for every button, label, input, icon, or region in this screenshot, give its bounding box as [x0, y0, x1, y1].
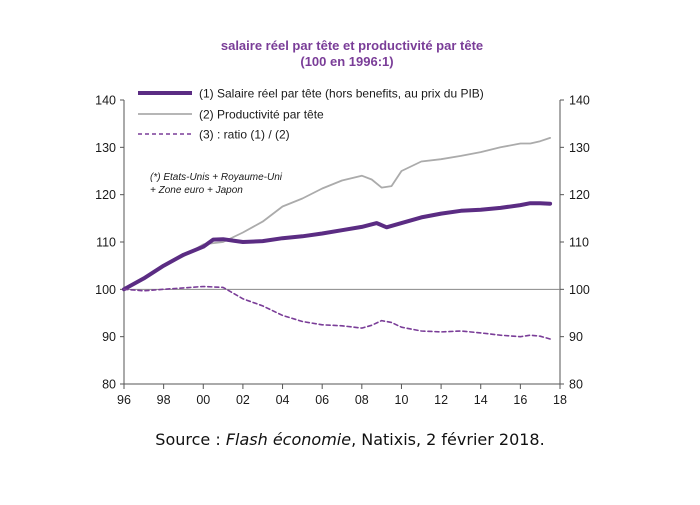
legend: (1) Salaire réel par tête (hors benefits… [138, 87, 484, 142]
series-lines [122, 136, 553, 340]
y-tick-label-left: 140 [95, 94, 116, 108]
x-tick-label: 98 [157, 393, 171, 407]
source-publication: Flash économie [225, 430, 352, 449]
x-tick-label: 96 [117, 393, 131, 407]
salary-series-line [122, 201, 553, 292]
y-tick-label-right: 130 [569, 141, 590, 155]
x-tick-label: 00 [196, 393, 210, 407]
x-tick-label: 14 [474, 393, 488, 407]
y-tick-label-left: 80 [102, 378, 116, 392]
y-tick-label-left: 110 [96, 236, 116, 250]
x-tick-label: 12 [434, 393, 448, 407]
chart-note-line-1: (*) Etats-Unis + Royaume-Uni [150, 172, 283, 183]
x-tick-label: 16 [513, 393, 527, 407]
source-caption: Source : Flash économie, Natixis, 2 févr… [0, 430, 700, 449]
y-tick-label-right: 80 [569, 378, 583, 392]
legend-item-salary-label: (1) Salaire réel par tête (hors benefits… [199, 87, 484, 101]
source-suffix: , Natixis, 2 février 2018. [351, 430, 545, 449]
x-tick-label: 08 [355, 393, 369, 407]
y-tick-label-right: 100 [569, 283, 590, 297]
y-tick-label-left: 100 [95, 283, 116, 297]
y-tick-label-right: 90 [569, 330, 583, 344]
x-tick-label: 04 [276, 393, 290, 407]
chart-title: salaire réel par tête et productivité pa… [221, 38, 483, 53]
productivity-series-line [123, 136, 551, 291]
chart-note-line-2: + Zone euro + Japon [150, 185, 243, 196]
y-tick-label-left: 120 [95, 188, 116, 202]
y-tick-label-right: 110 [569, 236, 589, 250]
axes: 80 90 100 110 120 130 140 80 90 100 110 120 130 140 96… [95, 94, 590, 408]
legend-item-productivity-label: (2) Productivité par tête [199, 108, 324, 122]
y-tick-label-left: 90 [102, 330, 116, 344]
chart-subtitle: (100 en 1996:1) [300, 54, 393, 69]
ratio-series-line [123, 285, 551, 340]
source-prefix: Source : [155, 430, 226, 449]
x-tick-label: 06 [315, 393, 329, 407]
legend-item-ratio-label: (3) : ratio (1) / (2) [199, 128, 290, 142]
y-tick-label-right: 120 [569, 188, 590, 202]
x-tick-label: 02 [236, 393, 250, 407]
y-tick-label-left: 130 [95, 141, 116, 155]
x-tick-label: 10 [395, 393, 409, 407]
x-tick-label: 18 [553, 393, 567, 407]
y-tick-label-right: 140 [569, 94, 590, 108]
